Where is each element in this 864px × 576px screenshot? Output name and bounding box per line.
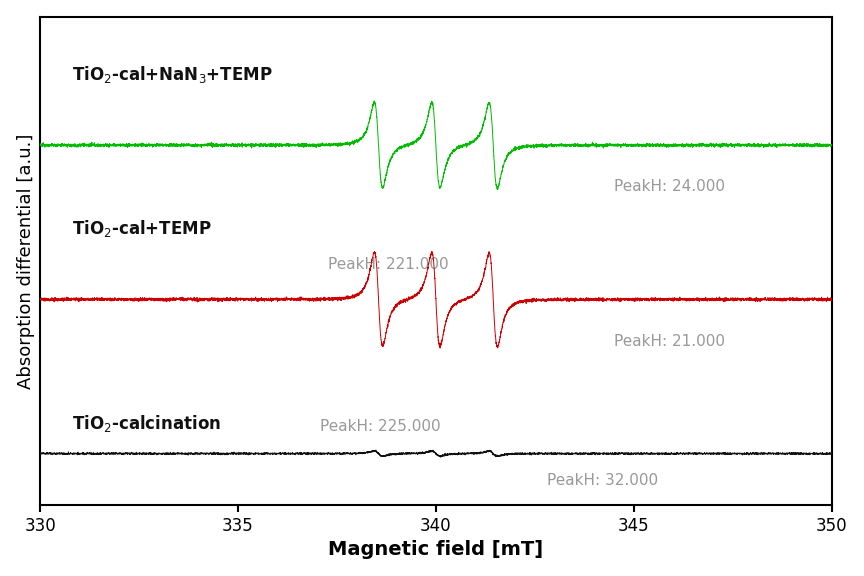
X-axis label: Magnetic field [mT]: Magnetic field [mT]: [328, 540, 543, 559]
Text: PeakH: 32.000: PeakH: 32.000: [547, 473, 658, 488]
Text: PeakH: 24.000: PeakH: 24.000: [614, 180, 725, 195]
Y-axis label: Absorption differential [a.u.]: Absorption differential [a.u.]: [16, 133, 35, 388]
Text: TiO$_2$-calcination: TiO$_2$-calcination: [72, 414, 221, 434]
Text: PeakH: 221.000: PeakH: 221.000: [328, 256, 448, 271]
Text: PeakH: 225.000: PeakH: 225.000: [321, 419, 441, 434]
Text: TiO$_2$-cal+TEMP: TiO$_2$-cal+TEMP: [72, 218, 212, 240]
Text: TiO$_2$-cal+NaN$_3$+TEMP: TiO$_2$-cal+NaN$_3$+TEMP: [72, 64, 272, 85]
Text: PeakH: 21.000: PeakH: 21.000: [614, 334, 725, 348]
